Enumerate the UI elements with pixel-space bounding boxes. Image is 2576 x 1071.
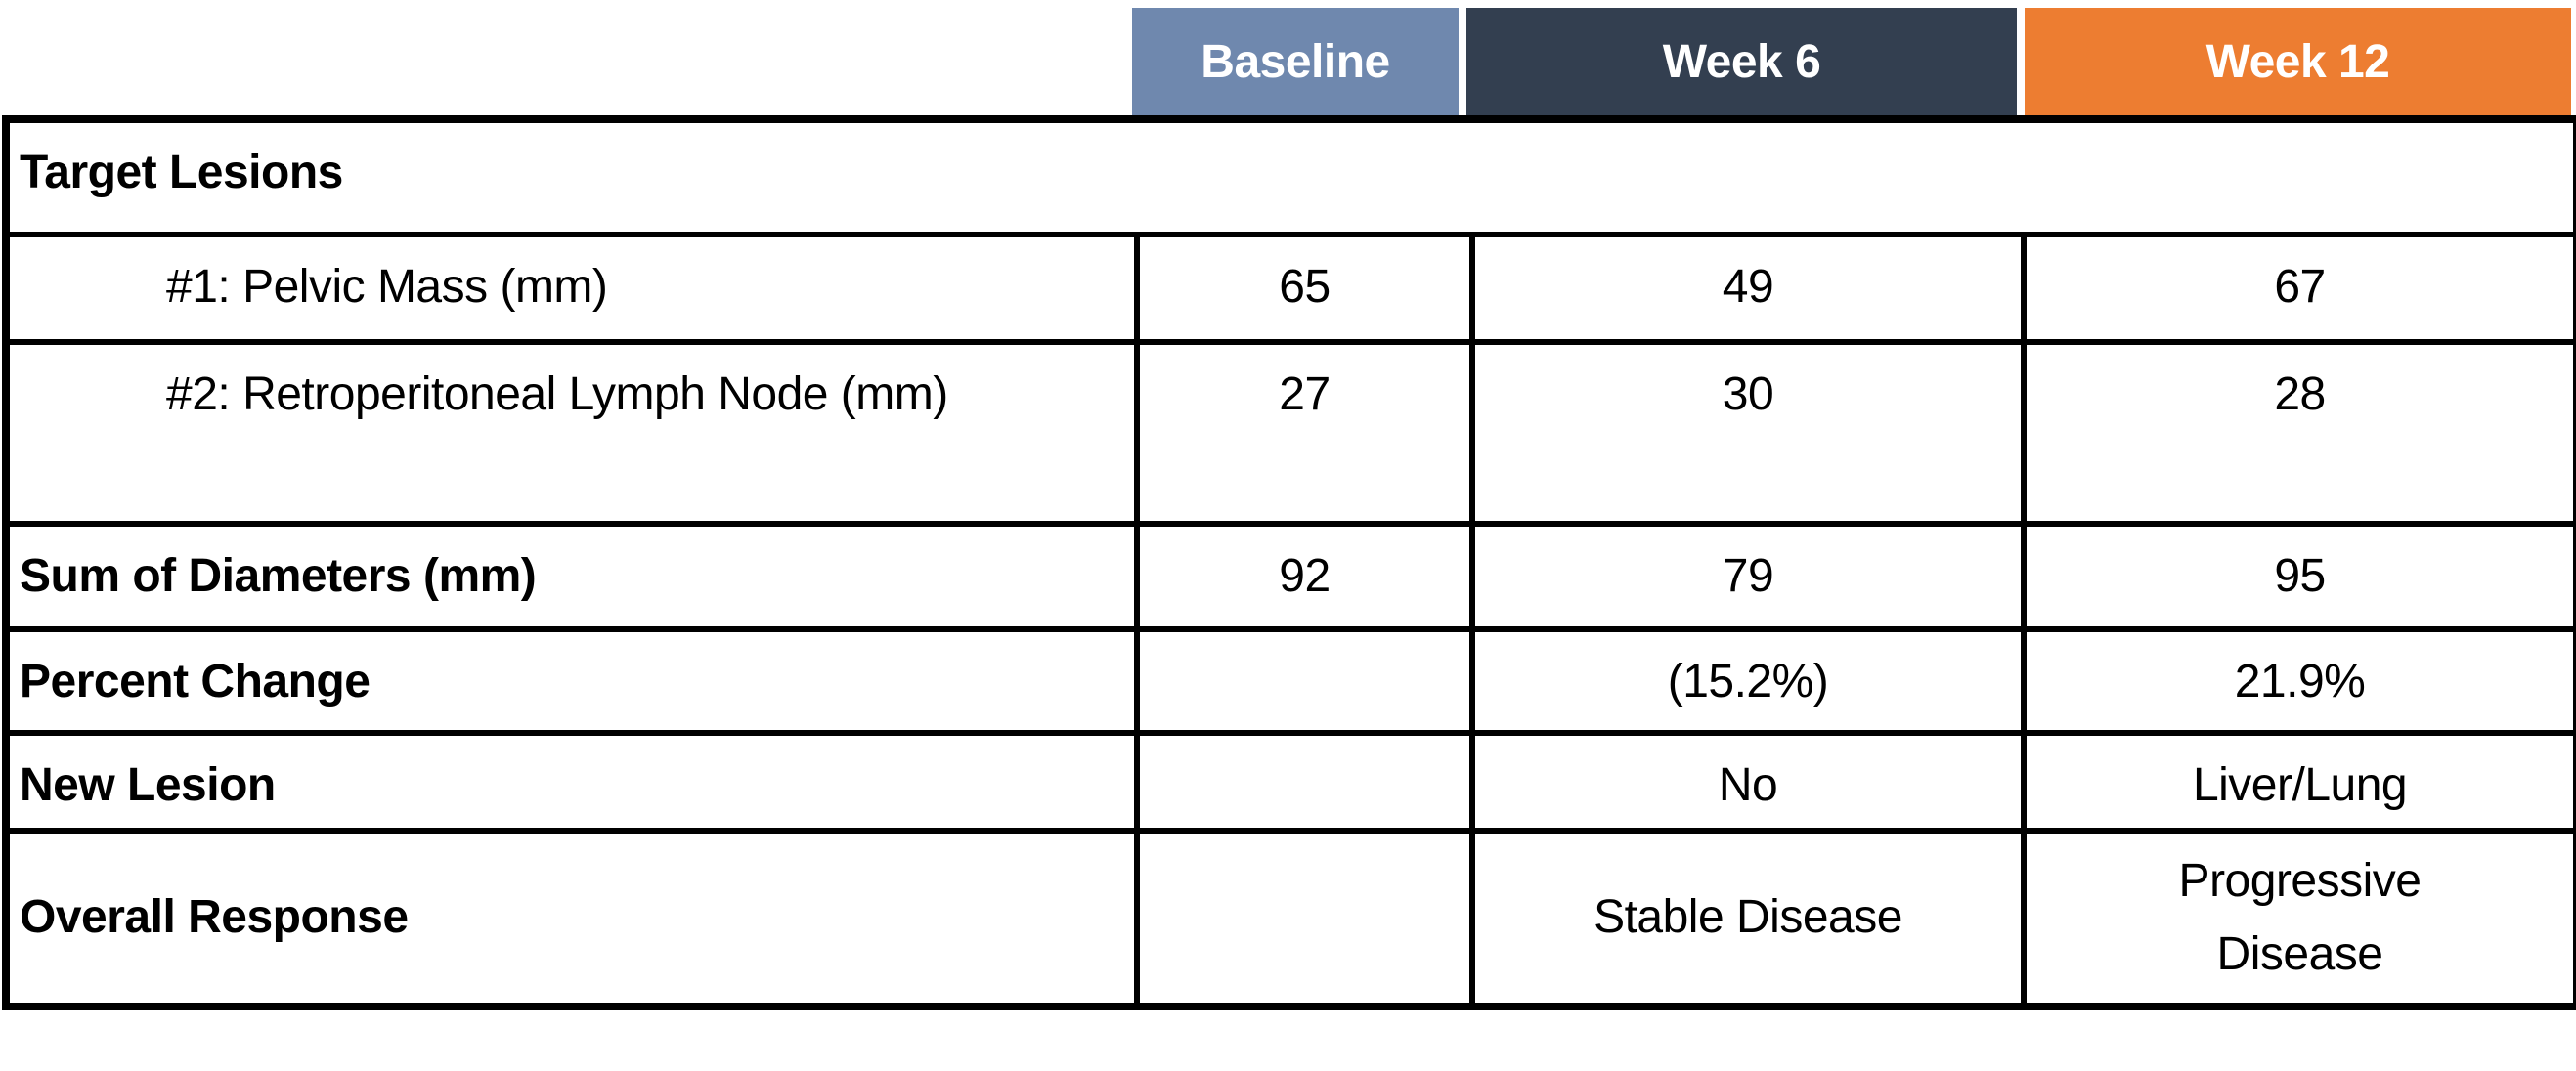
table-row-target-lesions: Target Lesions xyxy=(2,116,2576,237)
response-table: Target Lesions #1: Pelvic Mass (mm) 65 4… xyxy=(2,115,2576,1010)
cell-sum-week12: 95 xyxy=(2020,521,2576,632)
cell-newlesion-baseline xyxy=(1134,730,1475,834)
table-row-overall-response: Overall Response Stable Disease Progress… xyxy=(3,828,2576,1009)
cell-lesion1-baseline: 65 xyxy=(1134,232,1475,345)
row-label-text: Sum of Diameters (mm) xyxy=(20,550,537,602)
cell-value: 95 xyxy=(2274,550,2326,602)
cell-value: (15.2%) xyxy=(1667,656,1829,707)
cell-value: 30 xyxy=(1722,368,1774,420)
cell-lesion2-week12: 28 xyxy=(2020,339,2576,527)
column-header-week6-label: Week 6 xyxy=(1662,35,1821,88)
cell-value: 21.9% xyxy=(2234,656,2366,707)
cell-value: 79 xyxy=(1722,550,1774,602)
cell-overall-week6: Stable Disease xyxy=(1469,828,2027,1009)
row-label-sum-of-diameters: Sum of Diameters (mm) xyxy=(3,521,1140,632)
cell-lesion2-week6: 30 xyxy=(1469,339,2027,527)
cell-value: 67 xyxy=(2274,261,2326,313)
column-header-baseline-label: Baseline xyxy=(1201,35,1390,88)
row-label-percent-change: Percent Change xyxy=(3,626,1140,736)
row-label-overall-response: Overall Response xyxy=(3,828,1140,1009)
row-label-lesion-1: #1: Pelvic Mass (mm) xyxy=(3,232,1140,345)
row-label-lesion-2: #2: Retroperitoneal Lymph Node (mm) xyxy=(3,339,1140,527)
cell-pct-week6: (15.2%) xyxy=(1469,626,2027,736)
cell-pct-week12: 21.9% xyxy=(2020,626,2576,736)
cell-lesion1-week12: 67 xyxy=(2020,232,2576,345)
table-row-lesion-2: #2: Retroperitoneal Lymph Node (mm) 27 3… xyxy=(3,339,2576,527)
column-header-week12: Week 12 xyxy=(2025,8,2571,115)
cell-value: 28 xyxy=(2274,368,2326,420)
row-label-text: Overall Response xyxy=(20,891,409,944)
cell-value: 49 xyxy=(1722,261,1774,313)
cell-value: Liver/Lung xyxy=(2192,759,2408,811)
column-header-week12-label: Week 12 xyxy=(2205,35,2390,88)
section-header-target-lesions: Target Lesions xyxy=(2,116,2576,237)
cell-sum-week6: 79 xyxy=(1469,521,2027,632)
row-label-text: Percent Change xyxy=(20,656,371,707)
column-header-baseline: Baseline xyxy=(1132,8,1459,115)
table-row-sum-of-diameters: Sum of Diameters (mm) 92 79 95 xyxy=(3,521,2576,632)
row-label-new-lesion: New Lesion xyxy=(3,730,1140,834)
cell-value: 92 xyxy=(1279,550,1331,602)
cell-newlesion-week6: No xyxy=(1469,730,2027,834)
row-label-text: New Lesion xyxy=(20,759,276,811)
cell-value: No xyxy=(1718,759,1778,811)
cell-newlesion-week12: Liver/Lung xyxy=(2020,730,2576,834)
cell-value: Progressive Disease xyxy=(2178,855,2422,980)
table-row-lesion-1: #1: Pelvic Mass (mm) 65 49 67 xyxy=(3,232,2576,345)
cell-overall-week12: Progressive Disease xyxy=(2020,828,2576,1009)
cell-lesion1-week6: 49 xyxy=(1469,232,2027,345)
cell-value: 65 xyxy=(1279,261,1331,313)
cell-sum-baseline: 92 xyxy=(1134,521,1475,632)
section-header-label: Target Lesions xyxy=(20,147,343,198)
table-row-percent-change: Percent Change (15.2%) 21.9% xyxy=(3,626,2576,736)
cell-overall-baseline xyxy=(1134,828,1475,1009)
table-row-new-lesion: New Lesion No Liver/Lung xyxy=(3,730,2576,834)
row-label-text: #2: Retroperitoneal Lymph Node (mm) xyxy=(166,368,948,420)
column-header-week6: Week 6 xyxy=(1466,8,2017,115)
cell-value: 27 xyxy=(1279,368,1331,420)
row-label-text: #1: Pelvic Mass (mm) xyxy=(166,261,608,313)
cell-lesion2-baseline: 27 xyxy=(1134,339,1475,527)
cell-pct-baseline xyxy=(1134,626,1475,736)
cell-value: Stable Disease xyxy=(1594,891,1902,944)
